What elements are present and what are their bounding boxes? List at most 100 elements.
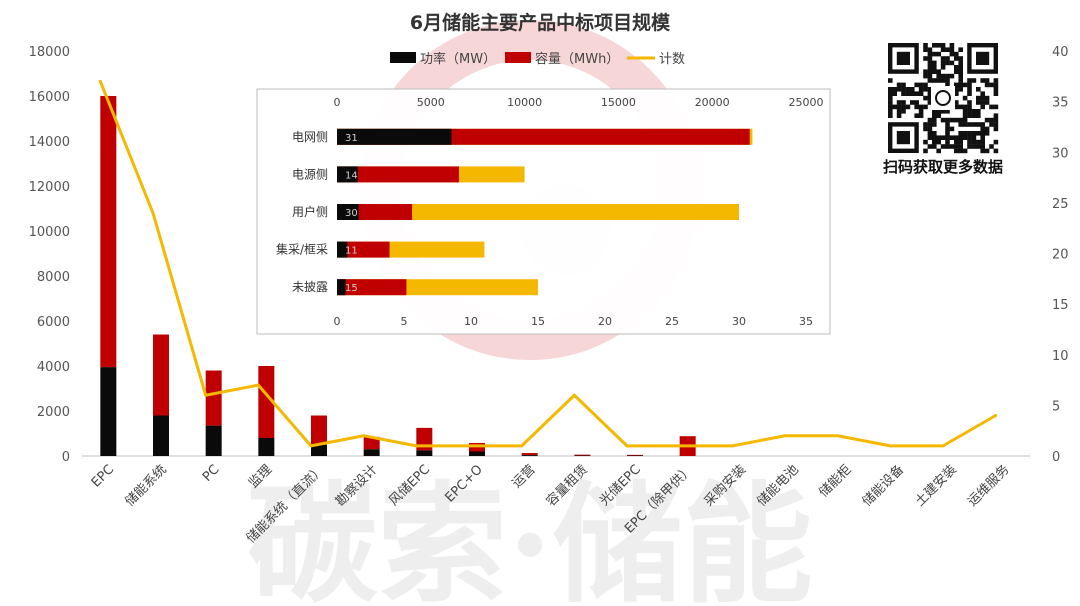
- qr-module: [954, 100, 959, 105]
- bar-capacity: [205, 370, 222, 426]
- qr-module: [967, 91, 972, 96]
- qr-module: [896, 109, 902, 114]
- qr-module: [993, 82, 999, 88]
- y-right-tick-label: 25: [1052, 197, 1069, 212]
- legend-label-power: 功率（MW）: [420, 51, 496, 67]
- qr-module: [949, 51, 955, 57]
- qr-code: 扫码获取更多数据: [883, 41, 1003, 176]
- qr-module: [910, 100, 915, 105]
- qr-module: [949, 135, 955, 140]
- inset-count-label: 14: [345, 170, 358, 181]
- qr-module: [958, 135, 963, 140]
- bar-capacity: [311, 415, 327, 445]
- inset-bottom-tick-label: 20: [598, 315, 612, 328]
- qr-module: [936, 69, 941, 74]
- qr-module: [980, 135, 985, 140]
- qr-module: [949, 144, 955, 149]
- qr-module: [888, 113, 893, 118]
- count-point: [520, 444, 524, 448]
- qr-module: [927, 69, 933, 74]
- watermark: 碳索·储能: [247, 20, 813, 606]
- qr-module: [984, 78, 990, 83]
- category-label: 储能柜: [816, 462, 854, 500]
- qr-finder: [896, 131, 910, 145]
- qr-module: [918, 87, 924, 92]
- qr-module: [932, 122, 937, 127]
- category-label: 土建安装: [912, 462, 959, 509]
- qr-module: [980, 104, 985, 110]
- qr-module: [888, 104, 893, 110]
- category-label: EPC: [89, 462, 117, 490]
- count-point: [572, 393, 576, 397]
- qr-module: [923, 69, 928, 74]
- qr-module: [976, 113, 981, 118]
- qr-module: [923, 139, 928, 145]
- qr-module: [888, 95, 893, 101]
- qr-module: [971, 78, 977, 83]
- qr-module: [958, 117, 963, 123]
- inset-count-label: 30: [345, 208, 358, 219]
- qr-module: [962, 82, 968, 88]
- count-point: [414, 444, 418, 448]
- count-point: [888, 444, 892, 448]
- qr-module: [927, 65, 933, 70]
- count-point: [467, 444, 471, 448]
- qr-module: [958, 144, 963, 149]
- qr-module: [962, 104, 968, 110]
- qr-module: [932, 117, 937, 123]
- qr-module: [927, 126, 933, 132]
- inset-category-label: 电源侧: [292, 167, 328, 181]
- y-left-tick-label: 0: [62, 450, 70, 465]
- qr-module: [980, 91, 985, 96]
- inset-top-tick-label: 0: [334, 96, 341, 109]
- qr-module: [927, 60, 933, 66]
- qr-module: [967, 82, 972, 88]
- qr-module: [923, 122, 928, 127]
- qr-module: [896, 100, 902, 105]
- qr-modules: [886, 41, 1000, 155]
- qr-module: [923, 73, 928, 79]
- qr-module: [892, 91, 897, 96]
- y-left-tick-label: 18000: [29, 45, 70, 60]
- qr-module: [945, 73, 950, 79]
- qr-module: [923, 47, 928, 52]
- qr-module: [949, 47, 955, 52]
- qr-module: [980, 126, 985, 132]
- qr-module: [967, 109, 972, 114]
- inset-top-tick-label: 10000: [507, 96, 542, 109]
- qr-module: [954, 135, 959, 140]
- count-line: [98, 80, 997, 448]
- inset-bar-power: [337, 204, 359, 220]
- y-right-tick-label: 30: [1052, 146, 1069, 161]
- bar-power: [469, 451, 485, 456]
- qr-module: [954, 91, 959, 96]
- inset-top-tick-label: 25000: [789, 96, 824, 109]
- count-point: [783, 434, 787, 438]
- qr-module: [962, 109, 968, 114]
- qr-module: [940, 144, 946, 149]
- bar-power: [311, 444, 327, 456]
- qr-module: [958, 139, 963, 145]
- qr-module: [958, 65, 963, 70]
- qr-module: [949, 117, 955, 123]
- qr-module: [958, 104, 963, 110]
- count-point: [362, 434, 366, 438]
- qr-module: [936, 109, 941, 114]
- qr-module: [918, 91, 924, 96]
- qr-module: [976, 100, 981, 105]
- legend-swatch-capacity: [505, 52, 531, 63]
- qr-module: [971, 113, 977, 118]
- count-point: [151, 211, 155, 215]
- qr-module: [967, 113, 972, 118]
- qr-module: [914, 82, 919, 88]
- y-right-tick-label: 5: [1052, 399, 1060, 414]
- qr-module: [962, 95, 968, 101]
- category-label: 储能系统: [122, 462, 169, 509]
- qr-module: [940, 65, 946, 70]
- qr-module: [980, 122, 985, 127]
- qr-module: [927, 87, 933, 92]
- qr-module: [954, 56, 959, 61]
- inset-category-label: 用户侧: [292, 204, 328, 219]
- qr-module: [888, 78, 893, 83]
- qr-module: [962, 131, 968, 136]
